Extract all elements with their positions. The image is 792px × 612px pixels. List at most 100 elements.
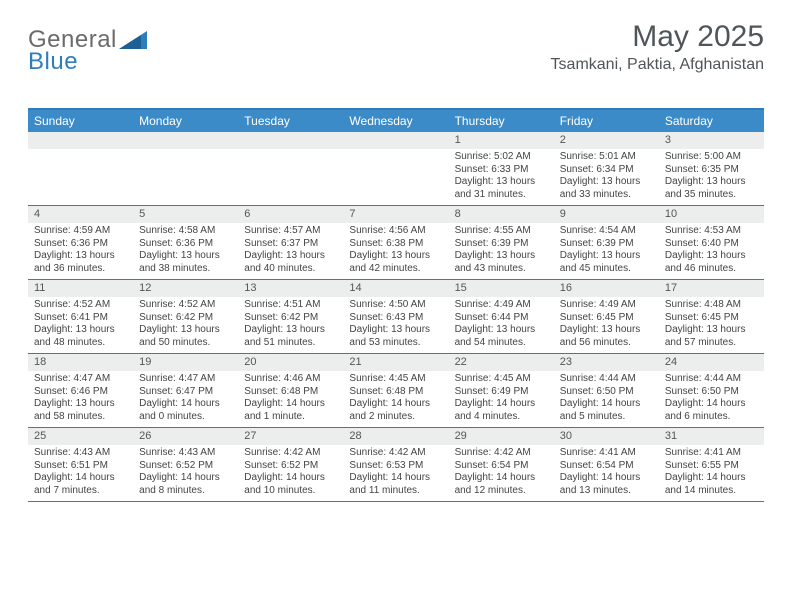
logo-text-blue: Blue — [28, 48, 78, 75]
daylight-text: Daylight: 13 hours and 38 minutes. — [139, 250, 232, 275]
day-details: Sunrise: 4:52 AMSunset: 6:41 PMDaylight:… — [28, 299, 133, 349]
day-cell: 30Sunrise: 4:41 AMSunset: 6:54 PMDayligh… — [554, 428, 659, 501]
day-number — [28, 132, 133, 149]
sunrise-text: Sunrise: 4:48 AM — [665, 299, 758, 312]
day-cell: 6Sunrise: 4:57 AMSunset: 6:37 PMDaylight… — [238, 206, 343, 279]
daylight-text: Daylight: 13 hours and 56 minutes. — [560, 324, 653, 349]
daylight-text: Daylight: 13 hours and 31 minutes. — [455, 176, 548, 201]
day-cell: 3Sunrise: 5:00 AMSunset: 6:35 PMDaylight… — [659, 132, 764, 205]
sunrise-text: Sunrise: 4:44 AM — [665, 373, 758, 386]
day-number: 5 — [133, 206, 238, 223]
sunrise-text: Sunrise: 5:02 AM — [455, 151, 548, 164]
day-details: Sunrise: 5:02 AMSunset: 6:33 PMDaylight:… — [449, 151, 554, 201]
day-number: 8 — [449, 206, 554, 223]
sunset-text: Sunset: 6:52 PM — [139, 460, 232, 473]
day-details: Sunrise: 4:49 AMSunset: 6:44 PMDaylight:… — [449, 299, 554, 349]
daylight-text: Daylight: 14 hours and 1 minute. — [244, 398, 337, 423]
daylight-text: Daylight: 14 hours and 12 minutes. — [455, 472, 548, 497]
day-cell: 4Sunrise: 4:59 AMSunset: 6:36 PMDaylight… — [28, 206, 133, 279]
sunset-text: Sunset: 6:49 PM — [455, 386, 548, 399]
sunrise-text: Sunrise: 4:42 AM — [455, 447, 548, 460]
weekday-header: Tuesday — [238, 110, 343, 132]
sunset-text: Sunset: 6:50 PM — [560, 386, 653, 399]
weekday-header: Friday — [554, 110, 659, 132]
sunset-text: Sunset: 6:42 PM — [139, 312, 232, 325]
weekday-header: Saturday — [659, 110, 764, 132]
daylight-text: Daylight: 13 hours and 48 minutes. — [34, 324, 127, 349]
day-number: 28 — [343, 428, 448, 445]
month-year: May 2025 — [551, 20, 764, 54]
day-cell: 19Sunrise: 4:47 AMSunset: 6:47 PMDayligh… — [133, 354, 238, 427]
week-row: 18 Sunrise: 4:47 AMSunset: 6:46 PMDayligh… — [28, 354, 764, 428]
sunrise-text: Sunrise: 4:42 AM — [244, 447, 337, 460]
day-details: Sunrise: 4:51 AMSunset: 6:42 PMDaylight:… — [238, 299, 343, 349]
sunset-text: Sunset: 6:51 PM — [34, 460, 127, 473]
daylight-text: Daylight: 14 hours and 10 minutes. — [244, 472, 337, 497]
daylight-text: Daylight: 14 hours and 7 minutes. — [34, 472, 127, 497]
day-number: 29 — [449, 428, 554, 445]
sunrise-text: Sunrise: 4:55 AM — [455, 225, 548, 238]
sunrise-text: Sunrise: 4:52 AM — [139, 299, 232, 312]
logo-triangle-icon — [119, 29, 147, 51]
day-details: Sunrise: 4:42 AMSunset: 6:53 PMDaylight:… — [343, 447, 448, 497]
day-number: 2 — [554, 132, 659, 149]
day-cell: 13Sunrise: 4:51 AMSunset: 6:42 PMDayligh… — [238, 280, 343, 353]
day-number — [343, 132, 448, 149]
day-cell: 16 Sunrise: 4:49 AMSunset: 6:45 PMDayligh… — [554, 280, 659, 353]
daylight-text: Daylight: 14 hours and 6 minutes. — [665, 398, 758, 423]
location: Tsamkani, Paktia, Afghanistan — [551, 56, 764, 74]
day-cell: 22Sunrise: 4:45 AMSunset: 6:49 PMDayligh… — [449, 354, 554, 427]
daylight-text: Daylight: 14 hours and 14 minutes. — [665, 472, 758, 497]
day-number: 24 — [659, 354, 764, 371]
day-number — [133, 132, 238, 149]
sunset-text: Sunset: 6:54 PM — [560, 460, 653, 473]
day-cell — [343, 132, 448, 205]
day-cell: 31Sunrise: 4:41 AMSunset: 6:55 PMDayligh… — [659, 428, 764, 501]
day-cell: 27Sunrise: 4:42 AMSunset: 6:52 PMDayligh… — [238, 428, 343, 501]
daylight-text: Daylight: 14 hours and 4 minutes. — [455, 398, 548, 423]
title-block: May 2025 Tsamkani, Paktia, Afghanistan — [551, 20, 764, 74]
daylight-text: Daylight: 13 hours and 42 minutes. — [349, 250, 442, 275]
day-number: 4 — [28, 206, 133, 223]
day-details: Sunrise: 4:56 AMSunset: 6:38 PMDaylight:… — [343, 225, 448, 275]
sunset-text: Sunset: 6:43 PM — [349, 312, 442, 325]
day-number: 3 — [659, 132, 764, 149]
day-number: 10 — [659, 206, 764, 223]
day-details: Sunrise: 4:47 AMSunset: 6:47 PMDaylight:… — [133, 373, 238, 423]
day-cell: 24Sunrise: 4:44 AMSunset: 6:50 PMDayligh… — [659, 354, 764, 427]
sunset-text: Sunset: 6:33 PM — [455, 164, 548, 177]
sunrise-text: Sunrise: 5:01 AM — [560, 151, 653, 164]
day-number: 9 — [554, 206, 659, 223]
header: General May 2025 Tsamkani, Paktia, Afgha… — [28, 20, 764, 74]
sunrise-text: Sunrise: 4:51 AM — [244, 299, 337, 312]
sunset-text: Sunset: 6:45 PM — [560, 312, 653, 325]
daylight-text: Daylight: 13 hours and 58 minutes. — [34, 398, 127, 423]
sunset-text: Sunset: 6:47 PM — [139, 386, 232, 399]
day-details: Sunrise: 4:54 AMSunset: 6:39 PMDaylight:… — [554, 225, 659, 275]
day-number: 18 — [28, 354, 133, 371]
day-details: Sunrise: 4:41 AMSunset: 6:54 PMDaylight:… — [554, 447, 659, 497]
sunset-text: Sunset: 6:55 PM — [665, 460, 758, 473]
day-cell: 20Sunrise: 4:46 AMSunset: 6:48 PMDayligh… — [238, 354, 343, 427]
sunrise-text: Sunrise: 4:52 AM — [34, 299, 127, 312]
day-number: 12 — [133, 280, 238, 297]
day-number: 16 — [554, 280, 659, 297]
weekday-header: Sunday — [28, 110, 133, 132]
sunset-text: Sunset: 6:53 PM — [349, 460, 442, 473]
daylight-text: Daylight: 13 hours and 51 minutes. — [244, 324, 337, 349]
day-cell: 7Sunrise: 4:56 AMSunset: 6:38 PMDaylight… — [343, 206, 448, 279]
sunset-text: Sunset: 6:44 PM — [455, 312, 548, 325]
week-row: 11Sunrise: 4:52 AMSunset: 6:41 PMDayligh… — [28, 280, 764, 354]
day-details: Sunrise: 4:49 AMSunset: 6:45 PMDaylight:… — [554, 299, 659, 349]
day-details: Sunrise: 4:42 AMSunset: 6:54 PMDaylight:… — [449, 447, 554, 497]
daylight-text: Daylight: 13 hours and 40 minutes. — [244, 250, 337, 275]
day-number — [238, 132, 343, 149]
sunset-text: Sunset: 6:45 PM — [665, 312, 758, 325]
sunset-text: Sunset: 6:48 PM — [244, 386, 337, 399]
sunrise-text: Sunrise: 4:54 AM — [560, 225, 653, 238]
daylight-text: Daylight: 14 hours and 11 minutes. — [349, 472, 442, 497]
sunrise-text: Sunrise: 4:57 AM — [244, 225, 337, 238]
day-details: Sunrise: 4:47 AMSunset: 6:46 PMDaylight:… — [28, 373, 133, 423]
sunset-text: Sunset: 6:36 PM — [139, 238, 232, 251]
day-cell: 10Sunrise: 4:53 AMSunset: 6:40 PMDayligh… — [659, 206, 764, 279]
